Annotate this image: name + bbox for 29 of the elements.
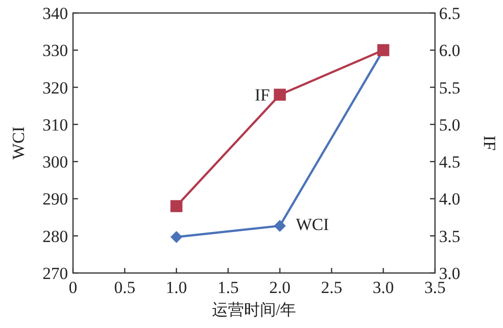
series-label: WCI: [296, 214, 330, 234]
y-tick-label: 270: [42, 264, 68, 283]
y2-tick-label: 5.0: [439, 115, 460, 134]
x-tick-label: 1.5: [218, 278, 239, 297]
y2-axis-title: IF: [480, 135, 499, 151]
x-tick-label: 1.0: [166, 278, 188, 297]
x-tick-label: 0: [68, 278, 78, 297]
y2-tick-label: 5.5: [439, 78, 460, 98]
series-label: IF: [254, 86, 270, 105]
x-tick-label: 0.5: [114, 278, 136, 297]
y2-tick-label: 4.5: [439, 152, 460, 172]
y2-tick-label: 4.0: [439, 190, 460, 209]
y2-tick-label: 6.0: [439, 41, 460, 60]
y2-tick-label: 3.5: [439, 226, 460, 246]
point: [170, 200, 182, 212]
x-tick-label: 2.0: [269, 278, 290, 297]
y-tick-label: 320: [42, 78, 68, 98]
y-tick-label: 300: [42, 152, 68, 172]
y-tick-label: 340: [42, 4, 68, 23]
y-tick-label: 290: [42, 190, 68, 209]
y-tick-label: 310: [42, 115, 68, 134]
y2-tick-label: 6.5: [439, 4, 460, 23]
point: [274, 88, 286, 101]
x-tick-label: 2.5: [320, 278, 342, 297]
y-axis-title: WCI: [9, 126, 28, 160]
y-tick-label: 280: [42, 226, 68, 246]
x-tick-label: 3.0: [372, 278, 394, 297]
x-axis-title: 运营时间/年: [212, 301, 296, 319]
y-tick-label: 330: [42, 41, 68, 60]
